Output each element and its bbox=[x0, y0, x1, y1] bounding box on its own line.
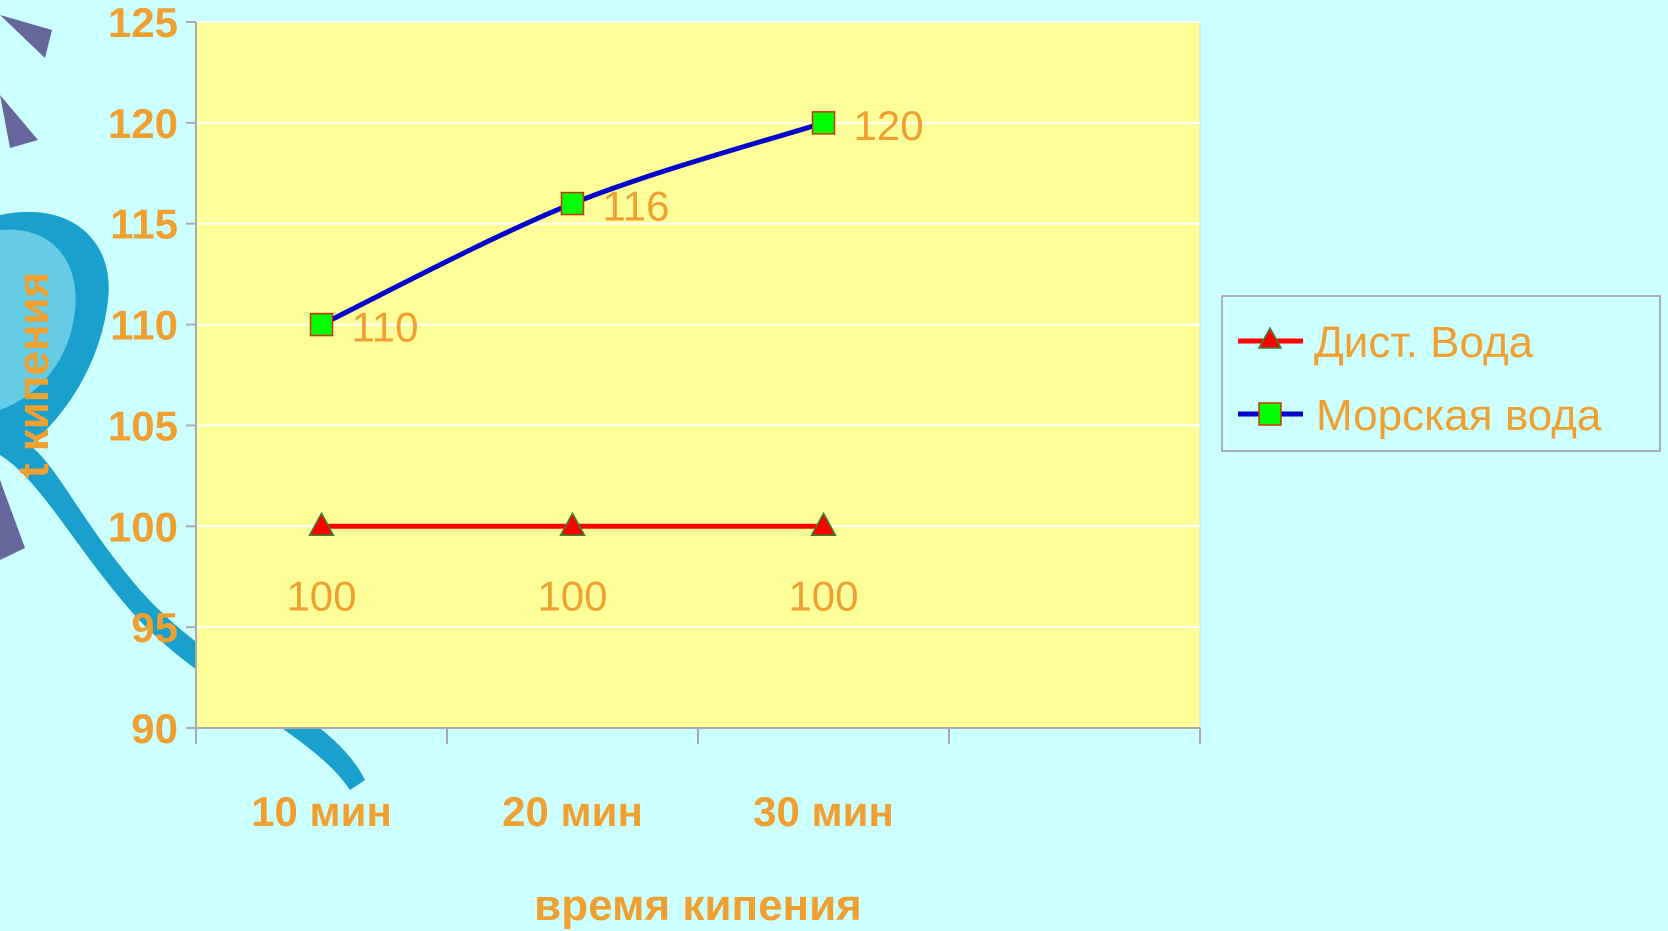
legend-marker-triangle bbox=[1257, 326, 1283, 349]
data-point-square bbox=[309, 312, 334, 337]
x-tick-label: 20 мин bbox=[502, 788, 643, 835]
data-point-triangle bbox=[559, 511, 586, 537]
series-markers bbox=[308, 111, 837, 537]
y-tick-label: 120 bbox=[108, 100, 178, 147]
plot-area bbox=[195, 21, 1201, 729]
y-tick-label: 100 bbox=[108, 503, 178, 550]
legend-marker-square bbox=[1258, 402, 1282, 426]
x-axis-title: время кипения bbox=[534, 881, 862, 930]
data-label: 116 bbox=[603, 183, 670, 230]
decor-swirl bbox=[0, 211, 365, 790]
y-tick-label: 95 bbox=[131, 604, 178, 651]
decor-triangle bbox=[0, 95, 38, 148]
data-label: 100 bbox=[286, 572, 356, 619]
legend-box bbox=[1221, 295, 1661, 452]
y-tick-label: 110 bbox=[110, 302, 178, 349]
x-tick-labels: 10 мин 20 мин 30 мин bbox=[251, 788, 894, 835]
legend-label-dist-water: Дист. Вода bbox=[1314, 318, 1534, 367]
decor-swirl-inner bbox=[0, 229, 76, 410]
y-tick-label: 105 bbox=[108, 402, 178, 449]
data-point-triangle bbox=[810, 511, 837, 537]
data-label: 100 bbox=[537, 572, 607, 619]
y-tick-label: 90 bbox=[131, 705, 178, 752]
y-tick-label: 115 bbox=[110, 201, 178, 248]
data-point-square bbox=[560, 191, 585, 216]
data-label: 120 bbox=[854, 102, 924, 149]
x-tick-label: 10 мин bbox=[251, 788, 392, 835]
legend-label-sea-water: Морская вода bbox=[1316, 391, 1602, 440]
decor-triangle bbox=[0, 480, 25, 560]
decor-triangle bbox=[0, 15, 52, 58]
data-label: 110 bbox=[352, 304, 419, 351]
y-tick-label: 125 bbox=[108, 0, 178, 46]
background-decoration bbox=[0, 15, 365, 790]
x-ticks bbox=[195, 728, 1201, 744]
y-axis-title: t кипения bbox=[9, 272, 58, 478]
data-point-triangle bbox=[308, 511, 335, 537]
legend: Дист. Вода Морская вода bbox=[1221, 295, 1661, 452]
x-tick-label: 30 мин bbox=[753, 788, 894, 835]
data-point-square bbox=[811, 111, 836, 135]
data-labels: 100 100 100 110 116 120 bbox=[286, 102, 923, 619]
y-tick-labels: 90 95 100 105 110 115 120 125 bbox=[108, 0, 178, 752]
data-label: 100 bbox=[788, 572, 858, 619]
